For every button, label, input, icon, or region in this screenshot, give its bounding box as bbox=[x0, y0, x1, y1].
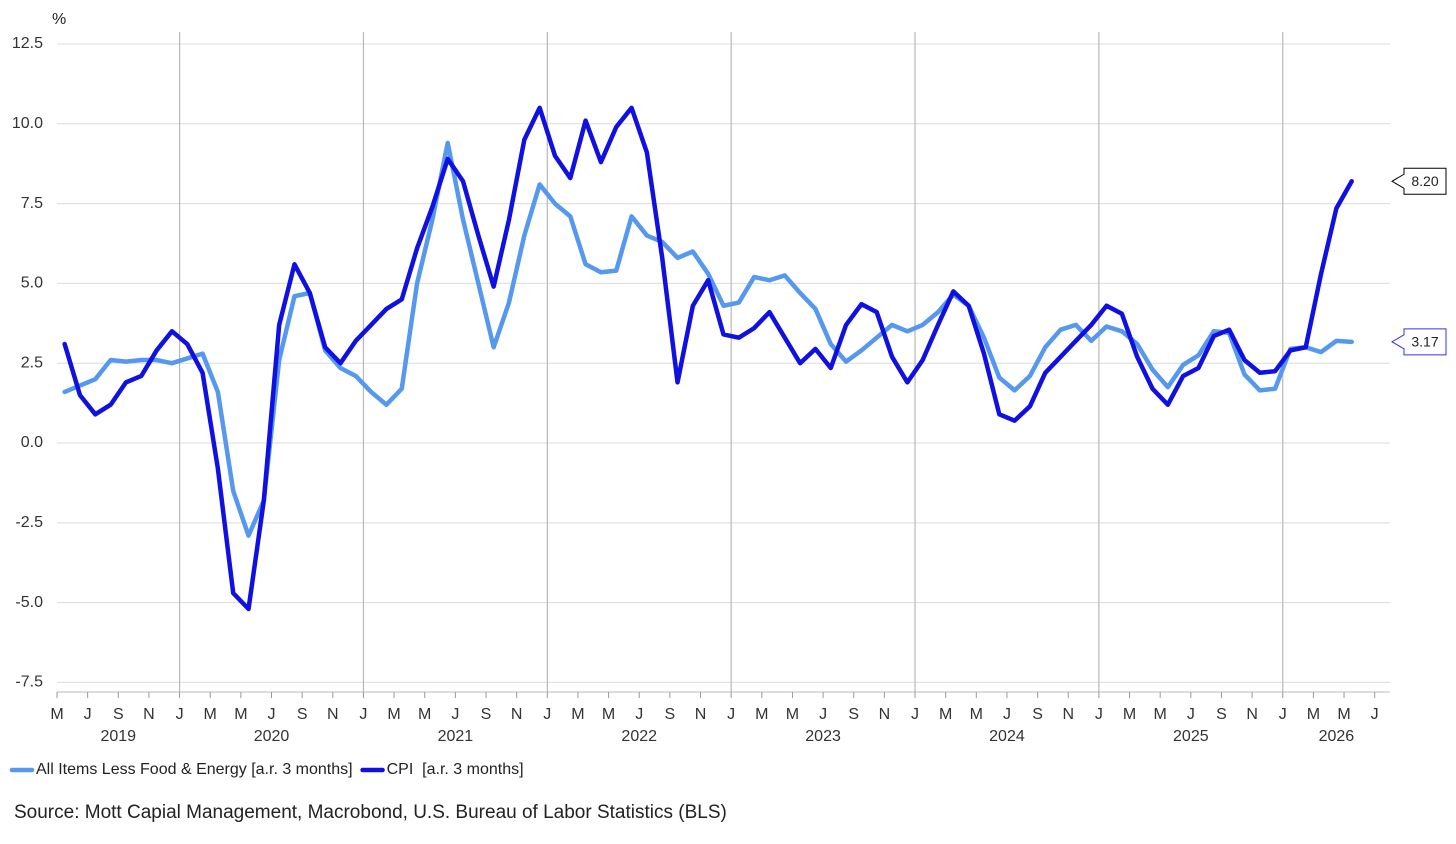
y-tick-label: -7.5 bbox=[15, 674, 43, 691]
series-line bbox=[62, 140, 1354, 538]
x-tick-label: M bbox=[786, 706, 799, 723]
x-tick-label: J bbox=[176, 706, 184, 723]
y-tick-label: 7.5 bbox=[21, 195, 43, 212]
y-tick-label: 12.5 bbox=[12, 35, 43, 52]
end-label: 8.20 bbox=[1411, 173, 1438, 189]
x-tick-label: J bbox=[1187, 706, 1195, 723]
x-year-label: 2021 bbox=[438, 728, 474, 745]
legend-label: CPI [a.r. 3 months] bbox=[387, 761, 524, 778]
x-tick-label: J bbox=[543, 706, 551, 723]
x-tick-label: J bbox=[359, 706, 367, 723]
x-tick-label: S bbox=[297, 706, 308, 723]
x-tick-label: M bbox=[755, 706, 768, 723]
x-tick-label: J bbox=[1003, 706, 1011, 723]
x-tick-label: S bbox=[1216, 706, 1227, 723]
x-year-label: 2024 bbox=[989, 728, 1025, 745]
x-tick-label: J bbox=[268, 706, 276, 723]
x-year-label: 2020 bbox=[254, 728, 290, 745]
x-tick-label: M bbox=[50, 706, 63, 723]
x-tick-label: N bbox=[327, 706, 339, 723]
x-tick-label: J bbox=[451, 706, 459, 723]
x-tick-label: S bbox=[665, 706, 676, 723]
x-tick-label: M bbox=[939, 706, 952, 723]
x-tick-label: N bbox=[1246, 706, 1258, 723]
x-tick-label: M bbox=[234, 706, 247, 723]
end-label: 3.17 bbox=[1411, 334, 1438, 350]
x-tick-label: N bbox=[143, 706, 155, 723]
x-tick-label: J bbox=[84, 706, 92, 723]
x-tick-label: M bbox=[418, 706, 431, 723]
source-note: Source: Mott Capial Management, Macrobon… bbox=[14, 802, 727, 823]
x-tick-label: S bbox=[481, 706, 492, 723]
x-tick-label: M bbox=[387, 706, 400, 723]
x-tick-label: M bbox=[602, 706, 615, 723]
x-tick-label: M bbox=[571, 706, 584, 723]
x-tick-label: J bbox=[911, 706, 919, 723]
x-tick-label: J bbox=[1095, 706, 1103, 723]
x-tick-label: M bbox=[1123, 706, 1136, 723]
x-tick-label: M bbox=[1307, 706, 1320, 723]
x-year-label: 2026 bbox=[1319, 728, 1355, 745]
x-tick-label: M bbox=[1337, 706, 1350, 723]
x-tick-label: J bbox=[1371, 706, 1379, 723]
legend-label: All Items Less Food & Energy [a.r. 3 mon… bbox=[36, 761, 353, 778]
x-tick-label: J bbox=[727, 706, 735, 723]
x-tick-label: M bbox=[970, 706, 983, 723]
x-year-label: 2019 bbox=[100, 728, 136, 745]
y-tick-label: 10.0 bbox=[12, 115, 43, 132]
x-tick-label: J bbox=[1279, 706, 1287, 723]
x-tick-label: N bbox=[1062, 706, 1074, 723]
x-tick-label: J bbox=[635, 706, 643, 723]
x-year-label: 2022 bbox=[621, 728, 657, 745]
end-label-box bbox=[1391, 167, 1447, 195]
x-tick-label: M bbox=[1154, 706, 1167, 723]
x-year-label: 2025 bbox=[1173, 728, 1209, 745]
x-tick-label: N bbox=[879, 706, 891, 723]
end-label-box bbox=[1391, 328, 1447, 356]
series-line bbox=[62, 105, 1354, 612]
x-year-label: 2023 bbox=[805, 728, 841, 745]
x-tick-label: N bbox=[511, 706, 523, 723]
x-tick-label: S bbox=[113, 706, 124, 723]
y-tick-label: 0.0 bbox=[21, 434, 43, 451]
y-unit-label: % bbox=[52, 11, 66, 28]
x-tick-label: S bbox=[848, 706, 859, 723]
x-tick-label: J bbox=[819, 706, 827, 723]
y-tick-label: 2.5 bbox=[21, 354, 43, 371]
y-tick-label: -2.5 bbox=[15, 514, 43, 531]
x-tick-label: M bbox=[204, 706, 217, 723]
x-tick-label: N bbox=[695, 706, 707, 723]
y-tick-label: 5.0 bbox=[21, 275, 43, 292]
x-tick-label: S bbox=[1032, 706, 1043, 723]
y-tick-label: -5.0 bbox=[15, 594, 43, 611]
